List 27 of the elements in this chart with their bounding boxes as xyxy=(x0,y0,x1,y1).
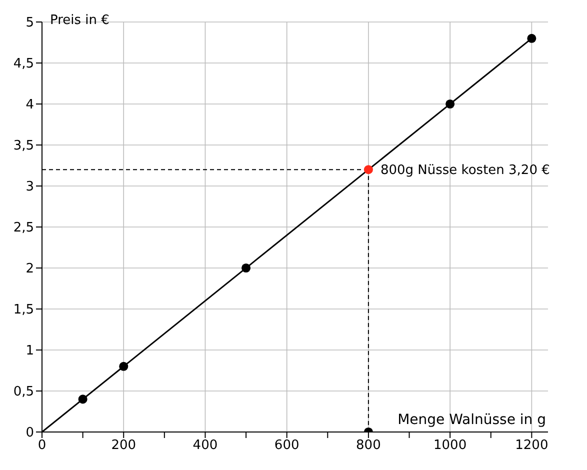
y-tick-label: 3 xyxy=(26,180,34,195)
x-tick-label: 800 xyxy=(356,438,381,454)
y-tick-label: 0 xyxy=(26,426,34,441)
point xyxy=(78,394,88,404)
y-tick-label: 4,5 xyxy=(13,56,34,72)
y-tick-label: 0,5 xyxy=(13,384,34,400)
y-tick-label: 2,5 xyxy=(13,220,34,236)
x-tick-label: 200 xyxy=(111,438,136,454)
x-axis-title: Menge Walnüsse in g xyxy=(398,412,546,428)
x-tick-label: 1200 xyxy=(515,438,548,454)
point xyxy=(242,263,251,273)
x-tick-label: 1000 xyxy=(434,438,467,454)
point xyxy=(119,362,128,371)
y-tick-label: 3,5 xyxy=(13,138,34,154)
y-tick-label: 5 xyxy=(26,16,34,31)
point xyxy=(527,34,536,43)
y-tick-label: 1 xyxy=(26,344,34,359)
y-tick-label: 1,5 xyxy=(13,302,34,318)
x-tick-label: 400 xyxy=(192,438,218,454)
y-axis-title: Preis in € xyxy=(50,13,110,28)
x-tick-label: 600 xyxy=(274,438,300,454)
y-tick-label: 2 xyxy=(26,262,34,277)
y-tick-label: 4 xyxy=(26,98,34,113)
x-tick-label: 0 xyxy=(38,438,46,454)
point xyxy=(364,165,373,174)
annotation: 800g Nüsse kosten 3,20 € xyxy=(380,163,550,178)
point xyxy=(446,99,455,109)
